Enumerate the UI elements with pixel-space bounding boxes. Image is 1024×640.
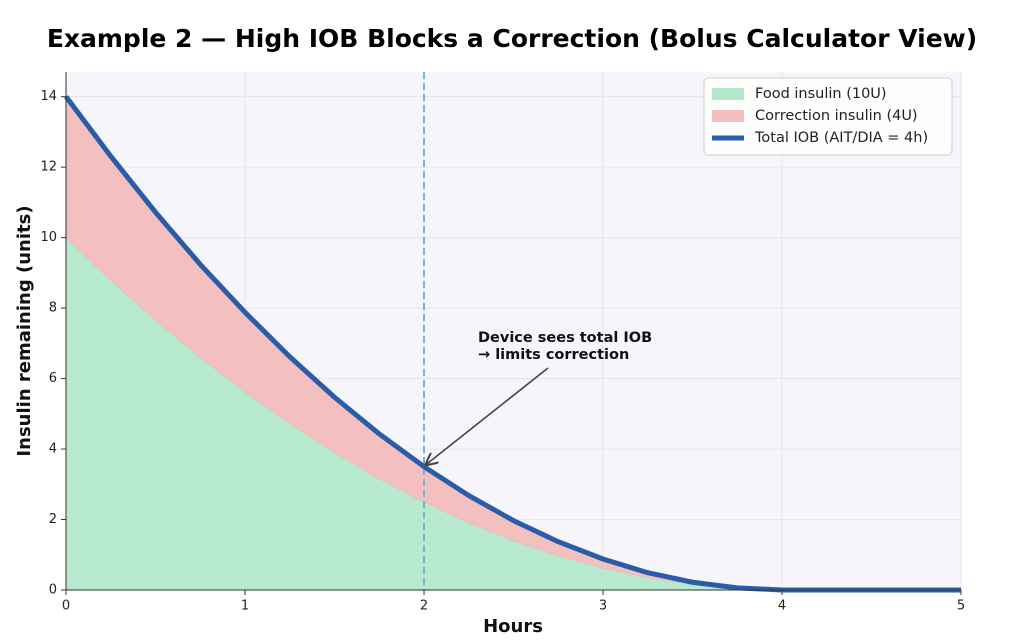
y-tick-label: 6: [49, 371, 57, 386]
y-axis-label: Insulin remaining (units): [14, 205, 35, 456]
x-tick-label: 4: [778, 599, 786, 614]
legend-label: Food insulin (10U): [755, 86, 887, 102]
x-tick-label: 5: [957, 599, 965, 614]
legend-box: [703, 77, 953, 156]
y-tick-label: 2: [49, 512, 57, 527]
annotation-arrow: [426, 367, 549, 465]
x-tick-label: 0: [62, 599, 70, 614]
legend: Food insulin (10U) Correction insulin (4U…: [703, 77, 953, 156]
x-tick-label: 3: [599, 599, 607, 614]
y-tick-label: 4: [49, 442, 57, 457]
y-tick-label: 8: [49, 301, 57, 316]
legend-label: Total IOB (AIT/DIA = 4h): [754, 130, 928, 146]
annotation-text: Device sees total IOB: [478, 330, 652, 346]
legend-swatch: [712, 88, 744, 100]
chart-title: Example 2 — High IOB Blocks a Correction…: [47, 24, 977, 53]
y-tick-label: 12: [40, 160, 57, 175]
x-axis-label: Hours: [483, 616, 543, 637]
legend-swatch: [712, 110, 744, 122]
y-tick-label: 10: [40, 230, 57, 245]
annotation-text: → limits correction: [478, 347, 629, 363]
y-tick-label: 0: [49, 583, 57, 598]
x-tick-label: 1: [241, 599, 249, 614]
x-tick-label: 2: [420, 599, 428, 614]
legend-label: Correction insulin (4U): [755, 108, 918, 124]
y-tick-label: 14: [40, 89, 57, 104]
